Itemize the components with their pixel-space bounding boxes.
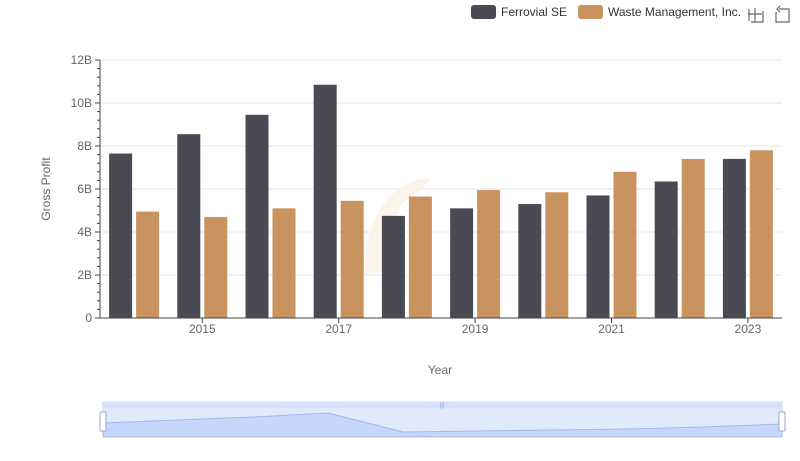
data-zoom-top-bar[interactable] [103,402,782,408]
bar-ferrovial-2014[interactable] [109,153,133,318]
data-zoom-area [102,412,783,438]
bar-waste-management-2022[interactable] [681,158,705,318]
bar-ferrovial-2023[interactable] [722,158,746,318]
bar-waste-management-2020[interactable] [545,192,569,318]
bar-ferrovial-2022[interactable] [654,181,678,318]
x-tick-label: 2015 [189,322,216,336]
legend-item-ferrovial[interactable]: Ferrovial SE [471,5,567,19]
data-zoom-handle-left[interactable] [99,411,107,432]
bars [109,84,773,318]
bar-ferrovial-2021[interactable] [586,195,610,318]
bar-waste-management-2017[interactable] [340,200,364,318]
x-axis-title: Year [428,363,452,377]
legend-swatch-waste-management [578,5,603,19]
bar-ferrovial-2016[interactable] [245,114,269,318]
legend-item-waste-management[interactable]: Waste Management, Inc. [578,5,741,19]
y-tick-label: 0 [85,311,92,325]
bar-waste-management-2014[interactable] [136,211,160,318]
bar-ferrovial-2017[interactable] [313,84,337,318]
y-tick-label: 10B [71,96,92,110]
y-axis-title: Gross Profit [39,157,53,221]
bar-waste-management-2023[interactable] [749,150,773,318]
y-axis-tick-labels: 0 2B 4B 6B 8B 10B 12B [71,53,93,325]
restore-icon[interactable] [775,5,790,23]
x-tick-label: 2017 [325,322,352,336]
x-tick-label: 2021 [598,322,625,336]
legend-swatch-ferrovial [471,5,496,19]
y-tick-label: 4B [77,225,92,239]
y-tick-label: 6B [77,182,92,196]
bar-waste-management-2019[interactable] [477,190,501,318]
y-tick-label: 8B [77,139,92,153]
x-tick-label: 2023 [735,322,762,336]
bar-waste-management-2021[interactable] [613,171,637,318]
legend-label-ferrovial: Ferrovial SE [501,5,567,19]
data-zoom-handle-right[interactable] [778,411,786,432]
grid-lines [100,59,782,276]
x-tick-label: 2019 [462,322,489,336]
y-tick-label: 2B [77,268,92,282]
legend: Ferrovial SE Waste Management, Inc. [471,5,741,19]
watermark [364,178,432,275]
x-axis-tick-labels: 2015 2017 2019 2021 2023 [189,322,762,336]
bar-ferrovial-2020[interactable] [518,204,542,318]
data-zoom-slider[interactable]: ||| [99,401,786,438]
y-tick-label: 12B [71,53,92,67]
legend-label-waste-management: Waste Management, Inc. [608,5,741,19]
bar-waste-management-2015[interactable] [204,216,228,318]
bar-waste-management-2016[interactable] [272,208,296,318]
data-zoom-grip: ||| [440,403,445,409]
zoom-icon[interactable] [748,8,764,23]
bar-waste-management-2018[interactable] [408,196,432,318]
axes [95,59,782,323]
bar-ferrovial-2015[interactable] [177,134,201,318]
bar-ferrovial-2019[interactable] [450,208,474,318]
bar-ferrovial-2018[interactable] [381,215,405,318]
